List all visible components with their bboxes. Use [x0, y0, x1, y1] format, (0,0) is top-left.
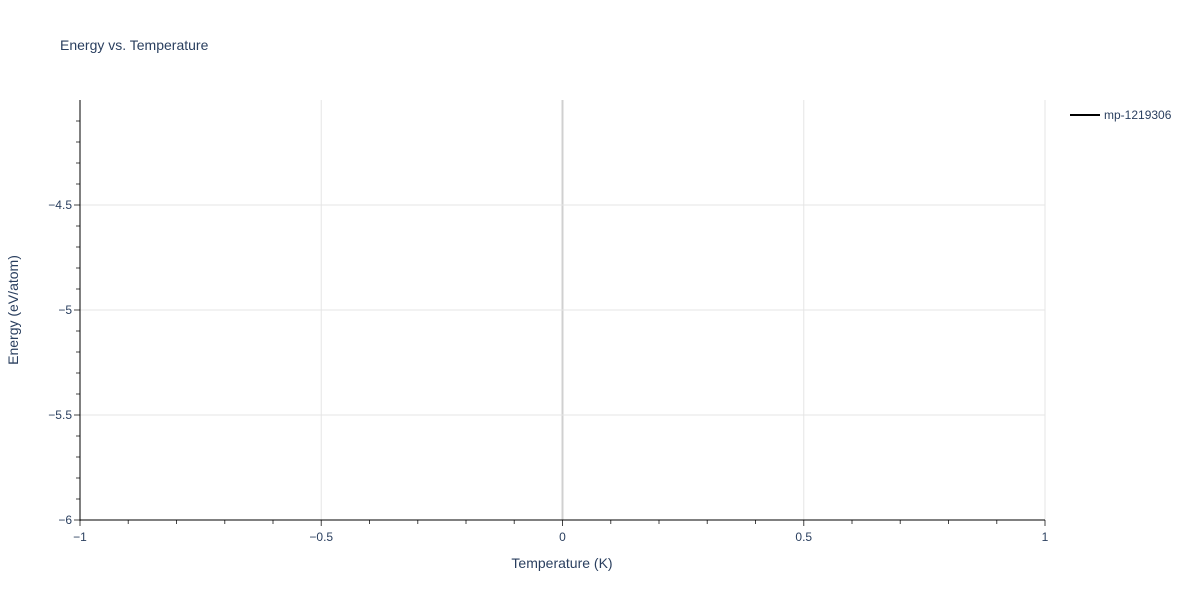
x-tick-label: 0.5	[795, 530, 812, 544]
legend[interactable]: mp-1219306	[1070, 108, 1172, 122]
axes: −1 −0.5 0 0.5 1 −6 −5.5 −5 −4.5	[48, 100, 1049, 544]
y-tick-label: −5	[58, 303, 72, 317]
x-tick-label: 0	[559, 530, 566, 544]
y-tick-label: −4.5	[48, 198, 72, 212]
x-tick-label: −1	[73, 530, 87, 544]
legend-label: mp-1219306	[1104, 108, 1172, 122]
y-tick-label: −6	[58, 513, 72, 527]
chart-title: Energy vs. Temperature	[60, 37, 209, 53]
y-axis-label: Energy (eV/atom)	[5, 255, 21, 365]
grid	[80, 100, 1046, 520]
x-tick-label: −0.5	[309, 530, 333, 544]
x-axis-label: Temperature (K)	[511, 555, 612, 571]
x-tick-label: 1	[1042, 530, 1049, 544]
y-tick-label: −5.5	[48, 408, 72, 422]
